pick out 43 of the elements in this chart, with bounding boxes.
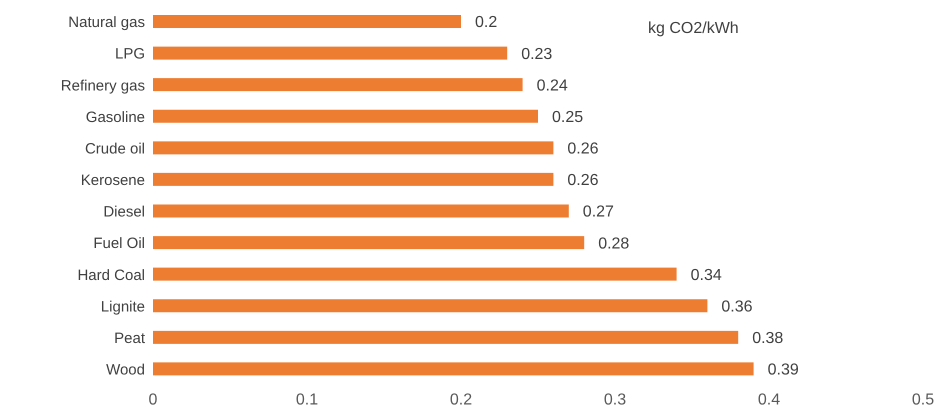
bar [153, 330, 738, 344]
data-label: 0.26 [567, 140, 599, 158]
y-tick-label: Kerosene [80, 172, 145, 190]
x-tick-label: 0.5 [912, 391, 934, 408]
y-tick-label: Peat [114, 330, 146, 347]
bar [153, 204, 569, 218]
data-label: 0.34 [690, 266, 722, 284]
bar [153, 15, 461, 28]
y-tick-label: Gasoline [86, 108, 145, 126]
data-label: 0.24 [536, 77, 568, 94]
bar [153, 236, 584, 250]
y-tick-label: Refinery gas [60, 77, 145, 94]
data-label: 0.2 [475, 14, 498, 32]
bar [153, 141, 554, 154]
y-tick-label: Wood [106, 362, 145, 379]
x-tick-label: 0.1 [296, 391, 318, 408]
data-label: 0.36 [721, 298, 753, 316]
bar [153, 362, 754, 376]
data-label: 0.39 [768, 362, 799, 379]
data-label: 0.26 [567, 172, 599, 190]
y-tick-label: Lignite [100, 298, 145, 316]
bar [153, 78, 523, 92]
y-tick-label: Natural gas [68, 14, 145, 32]
data-label: 0.28 [598, 235, 630, 252]
x-tick-label: 0.2 [450, 391, 472, 408]
data-label: 0.23 [521, 46, 552, 63]
x-tick-label: 0.4 [758, 391, 780, 408]
x-tick-label: 0.3 [604, 391, 626, 408]
x-tick-label: 0 [148, 391, 158, 408]
y-tick-label: Crude oil [84, 140, 145, 158]
bar [153, 299, 708, 312]
data-label: 0.27 [582, 204, 614, 221]
y-tick-label: Hard Coal [77, 266, 145, 284]
y-tick-label: Diesel [103, 204, 145, 221]
bar [153, 110, 538, 123]
data-label: 0.38 [752, 330, 784, 348]
annotation: kg CO2/kWh [648, 20, 739, 38]
bar [153, 268, 677, 281]
bar [153, 172, 554, 186]
y-tick-label: Fuel Oil [93, 235, 145, 252]
y-tick-label: LPG [114, 46, 145, 63]
bar [153, 46, 508, 60]
data-label: 0.25 [552, 108, 584, 126]
